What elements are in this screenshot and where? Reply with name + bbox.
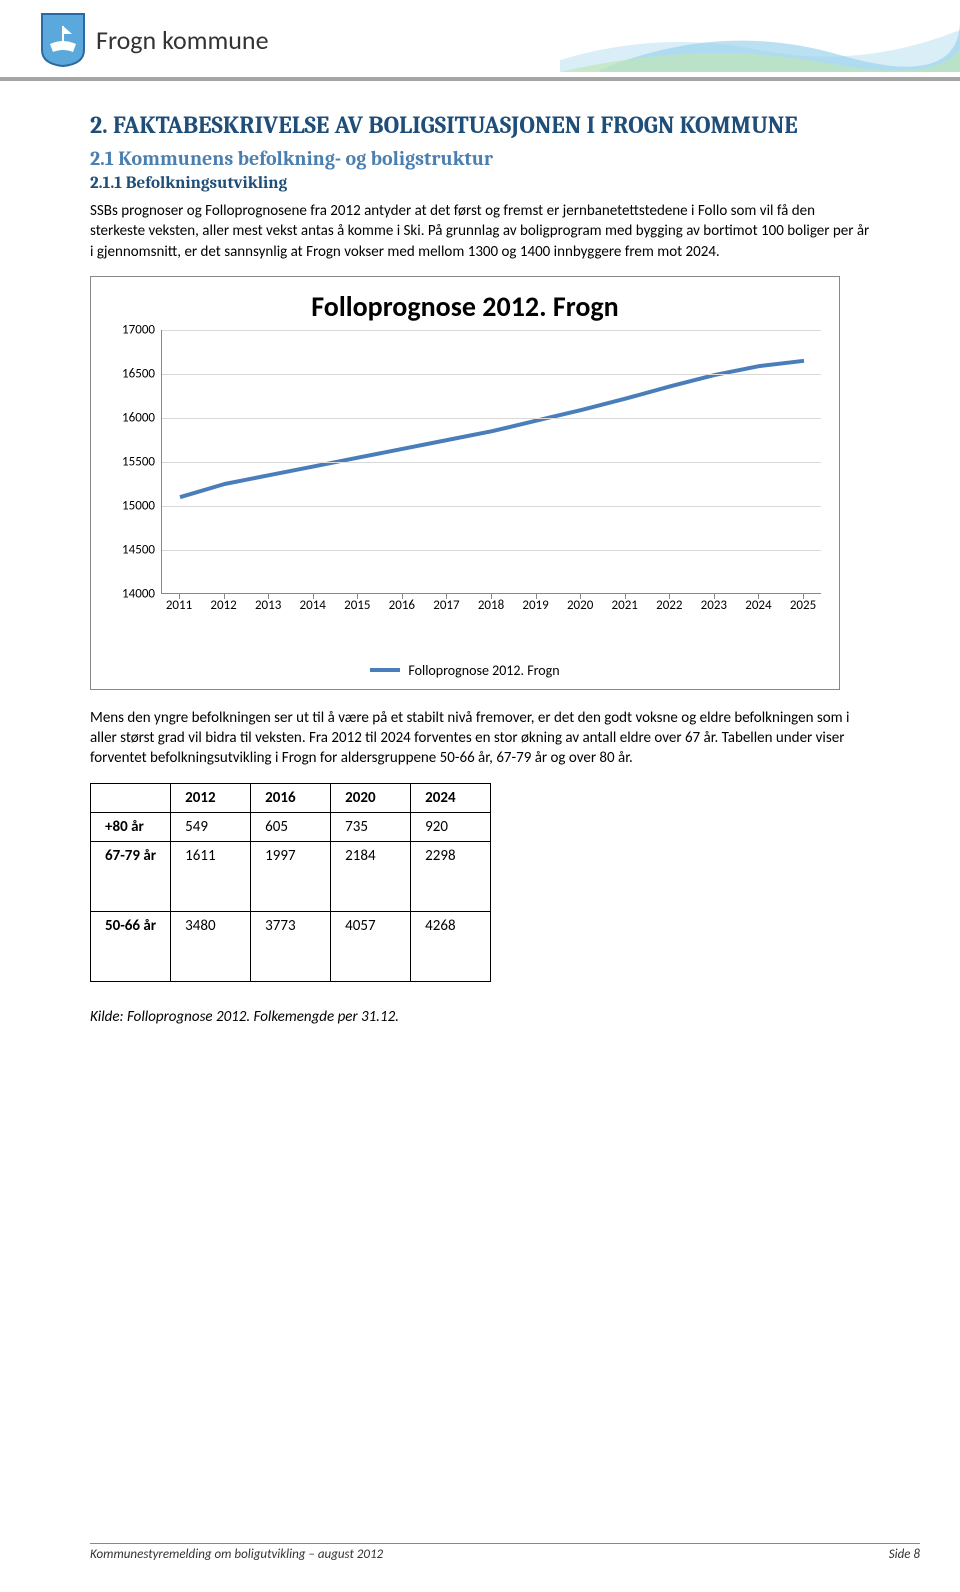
table-row-label: 67-79 år xyxy=(91,841,171,911)
table-header-row: 2012201620202024 xyxy=(91,783,491,812)
y-tick-label: 16500 xyxy=(122,366,155,381)
table-row-label: +80 år xyxy=(91,812,171,841)
x-tick-label: 2017 xyxy=(433,598,459,613)
chart-x-axis: 2011 2012 2013 2014 2015 2016 2017 2018 2019 2020… xyxy=(161,594,821,614)
paragraph-2: Mens den yngre befolkningen ser ut til å… xyxy=(90,708,870,769)
subsection-title: 2.1 Kommunens befolkning- og boligstrukt… xyxy=(90,147,870,170)
y-tick-label: 14000 xyxy=(122,586,155,601)
x-tick-label: 2016 xyxy=(389,598,415,613)
x-tick-label: 2013 xyxy=(255,598,281,613)
table-header-cell: 2020 xyxy=(331,783,411,812)
paragraph-1: SSBs prognoser og Folloprognosene fra 20… xyxy=(90,201,870,262)
legend-swatch-icon xyxy=(370,668,400,672)
y-tick-label: 17000 xyxy=(122,322,155,337)
table-cell: 549 xyxy=(171,812,251,841)
footer-left: Kommunestyremelding om boligutvikling – … xyxy=(90,1547,383,1562)
gridline xyxy=(162,374,821,375)
x-tick-mark xyxy=(446,594,447,599)
x-tick-label: 2022 xyxy=(656,598,682,613)
x-tick-label: 2014 xyxy=(300,598,326,613)
x-tick-label: 2023 xyxy=(701,598,727,613)
x-tick-mark xyxy=(313,594,314,599)
chart-title: Folloprognose 2012. Frogn xyxy=(105,289,825,324)
table-cell: 3480 xyxy=(171,911,251,981)
table-row: 67-79 år1611199721842298 xyxy=(91,841,491,911)
x-tick-mark xyxy=(714,594,715,599)
x-tick-label: 2015 xyxy=(344,598,370,613)
table-cell: 2298 xyxy=(411,841,491,911)
table-cell: 1611 xyxy=(171,841,251,911)
table-cell: 4057 xyxy=(331,911,411,981)
page-header: Frogn kommune xyxy=(0,0,960,72)
page-footer: Kommunestyremelding om boligutvikling – … xyxy=(90,1543,920,1562)
x-tick-label: 2018 xyxy=(478,598,504,613)
x-tick-label: 2020 xyxy=(567,598,593,613)
gridline xyxy=(162,550,821,551)
y-tick-label: 15000 xyxy=(122,498,155,513)
y-tick-label: 16000 xyxy=(122,410,155,425)
table-cell: 2184 xyxy=(331,841,411,911)
chart-legend: Folloprognose 2012. Frogn xyxy=(105,662,825,679)
age-group-forecast-table: 2012201620202024+80 år54960573592067-79 … xyxy=(90,783,491,982)
y-tick-label: 15500 xyxy=(122,454,155,469)
table-row: 50-66 år3480377340574268 xyxy=(91,911,491,981)
gridline xyxy=(162,418,821,419)
table-cell: 605 xyxy=(251,812,331,841)
x-tick-label: 2021 xyxy=(612,598,638,613)
gridline xyxy=(162,330,821,331)
subsubsection-title: 2.1.1 Befolkningsutvikling xyxy=(90,174,870,193)
gridline xyxy=(162,462,821,463)
org-name: Frogn kommune xyxy=(96,24,269,56)
header-decorative-waves-icon xyxy=(560,0,960,72)
x-tick-label: 2012 xyxy=(210,598,236,613)
population-forecast-chart: Folloprognose 2012. Frogn 14000 14500 1500… xyxy=(90,276,840,690)
table-header-cell: 2012 xyxy=(171,783,251,812)
x-tick-mark xyxy=(803,594,804,599)
section-title: 2. FAKTABESKRIVELSE AV BOLIGSITUASJONEN … xyxy=(90,111,870,139)
table-header-cell xyxy=(91,783,171,812)
x-tick-mark xyxy=(357,594,358,599)
x-tick-mark xyxy=(179,594,180,599)
x-tick-mark xyxy=(625,594,626,599)
x-tick-mark xyxy=(669,594,670,599)
y-tick-label: 14500 xyxy=(122,542,155,557)
table-row-label: 50-66 år xyxy=(91,911,171,981)
chart-canvas xyxy=(161,330,821,594)
legend-label: Folloprognose 2012. Frogn xyxy=(408,662,559,679)
table-header-cell: 2016 xyxy=(251,783,331,812)
footer-right: Side 8 xyxy=(889,1547,920,1562)
x-tick-label: 2025 xyxy=(790,598,816,613)
table-cell: 1997 xyxy=(251,841,331,911)
table-cell: 4268 xyxy=(411,911,491,981)
x-tick-mark xyxy=(402,594,403,599)
x-tick-mark xyxy=(224,594,225,599)
x-tick-mark xyxy=(491,594,492,599)
source-note: Kilde: Folloprognose 2012. Folkemengde p… xyxy=(90,1008,870,1026)
table-row: +80 år549605735920 xyxy=(91,812,491,841)
x-tick-label: 2019 xyxy=(522,598,548,613)
table-cell: 920 xyxy=(411,812,491,841)
footer-divider xyxy=(90,1543,920,1544)
x-tick-mark xyxy=(268,594,269,599)
x-tick-mark xyxy=(536,594,537,599)
x-tick-label: 2024 xyxy=(745,598,771,613)
content-area: 2. FAKTABESKRIVELSE AV BOLIGSITUASJONEN … xyxy=(0,81,960,1026)
gridline xyxy=(162,506,821,507)
table-cell: 3773 xyxy=(251,911,331,981)
chart-plot-area: 14000145001500015500160001650017000 2011… xyxy=(105,330,825,630)
chart-y-axis: 14000145001500015500160001650017000 xyxy=(105,330,161,594)
x-tick-label: 2011 xyxy=(166,598,192,613)
x-tick-mark xyxy=(758,594,759,599)
header-divider xyxy=(0,77,960,81)
table-header-cell: 2024 xyxy=(411,783,491,812)
x-tick-mark xyxy=(580,594,581,599)
table-cell: 735 xyxy=(331,812,411,841)
municipality-logo-icon xyxy=(40,12,86,68)
